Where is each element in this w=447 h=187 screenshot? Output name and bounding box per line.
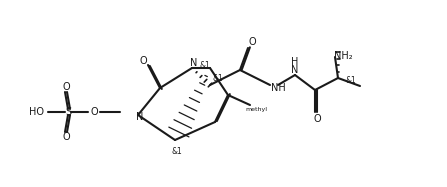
Text: S: S: [65, 107, 71, 117]
Text: methyl: methyl: [245, 107, 267, 111]
Text: &1: &1: [346, 76, 356, 85]
Text: &1: &1: [213, 73, 224, 82]
Text: O: O: [62, 132, 70, 142]
Text: NH₂: NH₂: [334, 51, 352, 61]
Text: HO: HO: [29, 107, 43, 117]
Text: O: O: [248, 37, 256, 47]
Text: &1: &1: [172, 148, 182, 157]
Text: O: O: [90, 107, 98, 117]
Text: NH: NH: [270, 83, 285, 93]
Text: H: H: [291, 57, 299, 67]
Text: N: N: [136, 112, 143, 122]
Text: O: O: [313, 114, 321, 124]
Text: N: N: [190, 58, 198, 68]
Text: N: N: [291, 65, 299, 75]
Text: O: O: [139, 56, 147, 66]
Text: O: O: [62, 82, 70, 92]
Text: &1: &1: [200, 61, 211, 70]
